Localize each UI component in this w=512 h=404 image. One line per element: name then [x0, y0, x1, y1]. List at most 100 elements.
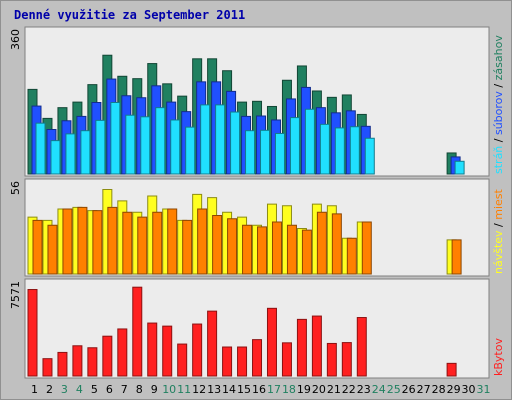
- x-tick-label: 17: [267, 383, 281, 396]
- x-tick-label: 22: [342, 383, 356, 396]
- bar-visits-miest-day-22: [346, 237, 357, 275]
- x-tick-label: 12: [192, 383, 206, 396]
- legend-separator: /: [492, 80, 505, 91]
- bar-traffic-a-stráň-day-23: [364, 137, 375, 175]
- bar-kbytes-kBytov-day-7: [117, 328, 128, 377]
- bar-visits-miest-day-1: [32, 219, 43, 275]
- bar-traffic-a-stráň-day-4: [80, 130, 91, 175]
- bar-kbytes-kBytov-day-11: [177, 343, 188, 377]
- x-tick-label: 5: [91, 383, 98, 396]
- panel-traffic-a-ymax-label: 360: [9, 29, 22, 50]
- bar-visits-miest-day-14: [227, 218, 238, 275]
- x-axis-labels: 1 2 3 4 5 6 7 8 9 10 11 12 13 14 15 16 17 18 19 20 21 22 23 24 2…: [31, 383, 491, 396]
- bar-kbytes-kBytov-day-17: [266, 307, 277, 377]
- bar-traffic-a-stráň-day-22: [349, 126, 360, 175]
- bar-traffic-a-stráň-day-7: [125, 114, 136, 175]
- bar-traffic-a-stráň-day-1: [35, 122, 46, 175]
- x-tick-label: 10: [162, 383, 176, 396]
- bar-kbytes-kBytov-day-6: [102, 335, 113, 377]
- bar-kbytes-kBytov-day-2: [42, 358, 53, 377]
- x-tick-label: 1: [31, 383, 38, 396]
- bar-visits-miest-day-6: [107, 206, 118, 275]
- bar-visits-miest-day-2: [47, 224, 58, 275]
- bar-visits-miest-day-9: [152, 211, 163, 275]
- bar-visits-miest-day-11: [182, 219, 193, 275]
- bar-traffic-a-stráň-day-9: [155, 107, 166, 175]
- bar-kbytes-kBytov-day-19: [296, 318, 307, 377]
- x-tick-label: 18: [282, 383, 296, 396]
- chart-panels: 360 stráň / súborov / zásahov 56 návštev / …: [9, 26, 505, 379]
- x-tick-label: 23: [357, 383, 371, 396]
- bar-visits-miest-day-15: [242, 224, 253, 275]
- chart-title: Denné využitie za September 2011: [14, 8, 245, 22]
- bar-traffic-a-stráň-day-21: [334, 127, 345, 175]
- legend-separator: /: [492, 220, 505, 231]
- bar-traffic-a-stráň-day-12: [200, 104, 211, 175]
- bar-visits-miest-day-13: [212, 215, 223, 275]
- panel-visits-ymax-label: 56: [9, 181, 22, 195]
- bar-kbytes-kBytov-day-8: [132, 286, 143, 377]
- x-tick-label: 28: [432, 383, 446, 396]
- bar-visits-miest-day-10: [167, 208, 178, 275]
- bar-visits-miest-day-3: [62, 208, 73, 275]
- x-tick-label: 14: [222, 383, 236, 396]
- bar-kbytes-kBytov-day-15: [237, 346, 248, 377]
- panel-kbytes-legend: kBytov: [492, 338, 505, 376]
- x-tick-label: 9: [151, 383, 158, 396]
- x-tick-label: 4: [76, 383, 83, 396]
- bar-traffic-a-stráň-day-8: [140, 116, 151, 175]
- legend-item-stráň: stráň: [492, 146, 505, 174]
- bar-traffic-a-stráň-day-17: [274, 132, 285, 175]
- bar-traffic-a-stráň-day-5: [95, 119, 106, 175]
- bar-visits-miest-day-19: [301, 229, 312, 275]
- legend-item-návštev: návštev: [492, 230, 505, 274]
- bar-traffic-a-stráň-day-2: [50, 140, 61, 175]
- bar-kbytes-kBytov-day-18: [281, 342, 292, 377]
- panel-visits: 56 návštev / miest: [9, 178, 505, 277]
- bar-kbytes-kBytov-day-5: [87, 347, 98, 377]
- panel-traffic-a: 360 stráň / súborov / zásahov: [9, 26, 505, 177]
- x-tick-label: 25: [387, 383, 401, 396]
- x-tick-label: 19: [297, 383, 311, 396]
- legend-item-zásahov: zásahov: [492, 35, 505, 81]
- x-tick-label: 29: [447, 383, 461, 396]
- bar-traffic-a-stráň-day-13: [215, 104, 226, 175]
- panel-kbytes-ymax-label: 7571: [9, 281, 22, 309]
- panel-kbytes: 7571 kBytov: [9, 278, 505, 379]
- bar-kbytes-kBytov-day-29: [446, 362, 457, 377]
- x-tick-label: 11: [177, 383, 191, 396]
- bar-visits-miest-day-23: [361, 221, 372, 275]
- bar-visits-miest-day-29: [451, 239, 462, 275]
- bar-traffic-a-stráň-day-29: [454, 160, 465, 175]
- bar-kbytes-kBytov-day-14: [222, 346, 233, 377]
- bar-kbytes-kBytov-day-4: [72, 345, 83, 377]
- bar-kbytes-kBytov-day-21: [326, 342, 337, 377]
- x-tick-label: 31: [477, 383, 491, 396]
- bar-visits-miest-day-5: [92, 210, 103, 275]
- bar-traffic-a-stráň-day-16: [260, 129, 271, 175]
- bar-traffic-a-stráň-day-10: [170, 119, 181, 175]
- bar-visits-miest-day-18: [286, 224, 297, 275]
- bar-visits-miest-day-4: [77, 206, 88, 275]
- bar-traffic-a-stráň-day-19: [304, 108, 315, 175]
- bar-kbytes-kBytov-day-10: [162, 325, 173, 377]
- x-tick-label: 24: [372, 383, 386, 396]
- bar-kbytes-kBytov-day-12: [192, 323, 203, 377]
- x-tick-label: 15: [237, 383, 251, 396]
- bar-visits-miest-day-21: [331, 213, 342, 275]
- x-tick-label: 20: [312, 383, 326, 396]
- legend-item-miest: miest: [492, 188, 505, 219]
- x-tick-label: 30: [462, 383, 476, 396]
- bar-traffic-a-stráň-day-15: [245, 130, 256, 175]
- bar-visits-miest-day-12: [197, 208, 208, 275]
- x-tick-label: 2: [46, 383, 53, 396]
- bar-kbytes-kBytov-day-23: [356, 317, 367, 377]
- panel-visits-legend: návštev / miest: [492, 188, 505, 274]
- bar-kbytes-kBytov-day-9: [147, 322, 158, 377]
- bar-kbytes-kBytov-day-22: [341, 342, 352, 377]
- bar-kbytes-kBytov-day-13: [207, 310, 218, 377]
- legend-separator: /: [492, 135, 505, 146]
- bar-traffic-a-stráň-day-14: [230, 111, 241, 175]
- bar-visits-miest-day-8: [137, 216, 148, 275]
